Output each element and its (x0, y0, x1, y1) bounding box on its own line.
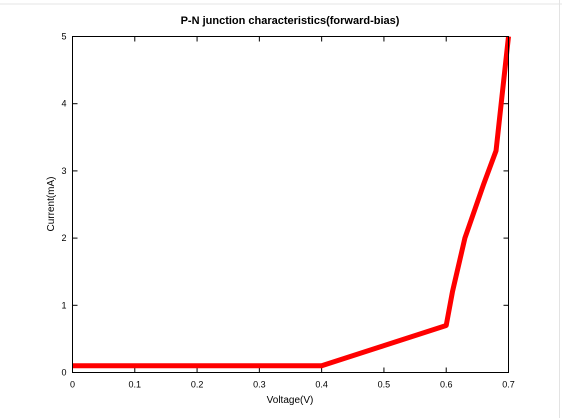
series-line (72, 36, 511, 369)
x-tick-label: 0.6 (440, 380, 453, 390)
plot-area: 0 0.1 0.2 0.3 0.4 0.5 0.6 0.7 0 1 2 3 4 5 (61, 32, 514, 390)
x-tick-label: 0 (70, 380, 75, 390)
y-axis-label: Current(mA) (46, 176, 57, 231)
y-tick-label: 5 (61, 32, 66, 42)
x-tick-label: 0.1 (129, 380, 142, 390)
y-tick-label: 3 (61, 166, 66, 176)
plot-frame (72, 36, 509, 373)
x-tick-label: 0.4 (315, 380, 328, 390)
y-tick-label: 4 (61, 99, 66, 109)
x-tick-label: 0.5 (378, 380, 391, 390)
x-tick-label: 0.7 (502, 380, 515, 390)
y-tick-label: 0 (61, 368, 66, 378)
y-tick-label: 1 (61, 300, 66, 310)
x-tick-label: 0.2 (191, 380, 204, 390)
y-tick-label: 2 (61, 233, 66, 243)
chart-title: P-N junction characteristics(forward-bia… (181, 15, 400, 27)
x-tick-label: 0.3 (253, 380, 266, 390)
x-axis-label: Voltage(V) (267, 395, 314, 406)
